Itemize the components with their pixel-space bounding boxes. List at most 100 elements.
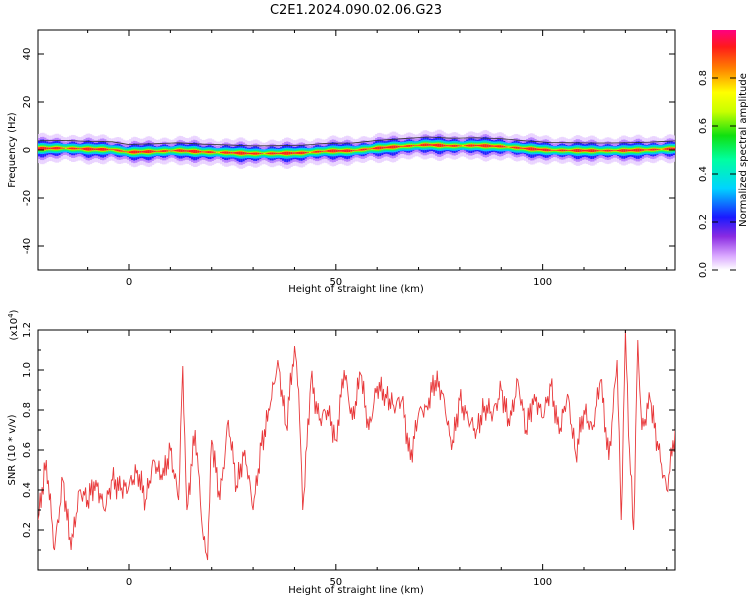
- heat-cell: [509, 147, 513, 148]
- heat-cell: [350, 149, 353, 152]
- heat-cell: [180, 149, 184, 152]
- heat-cell: [393, 145, 397, 149]
- heat-cell: [670, 147, 674, 150]
- heat-cell: [329, 149, 333, 153]
- heat-cell: [360, 148, 364, 151]
- heat-cell: [66, 147, 70, 149]
- y-tick-label: 0.6: [22, 442, 33, 458]
- heat-cell: [126, 151, 130, 153]
- snr-axes: 0 50 100 0.2 0.4 0.6 0.8 1.0 1.2: [22, 322, 675, 588]
- heat-cell: [588, 149, 591, 152]
- heat-cell: [459, 145, 463, 147]
- heat-cell: [495, 145, 498, 147]
- heat-cell: [604, 149, 608, 152]
- heat-cell: [493, 145, 496, 147]
- heat-cell: [656, 148, 659, 150]
- heat-cell: [650, 148, 653, 151]
- heat-cell: [615, 150, 618, 151]
- heat-cell: [95, 148, 99, 151]
- heat-cell: [596, 150, 599, 152]
- heat-cell: [238, 151, 242, 155]
- heat-cell: [501, 145, 504, 148]
- heat-cell: [170, 150, 173, 152]
- heat-cell: [623, 149, 626, 152]
- heat-cell: [215, 151, 219, 154]
- heat-cell: [641, 149, 645, 151]
- heat-cell: [300, 151, 304, 155]
- heat-cell: [277, 152, 281, 154]
- heat-cell: [271, 152, 275, 155]
- heat-cell: [331, 149, 335, 153]
- heat-cell: [625, 149, 628, 152]
- y-tick-label: 40: [22, 48, 33, 61]
- heat-cell: [451, 144, 455, 147]
- heat-cell: [610, 150, 614, 152]
- heat-cell: [294, 152, 297, 154]
- snr-x-axis-label: Height of straight line (km): [288, 585, 424, 596]
- heat-cell: [240, 151, 244, 155]
- heat-cell: [652, 148, 655, 151]
- heat-cell: [629, 149, 632, 152]
- heat-cell: [503, 146, 506, 148]
- heat-cell: [269, 152, 273, 155]
- x-tick-label: 100: [533, 577, 552, 588]
- heat-cell: [433, 144, 436, 146]
- heat-cell: [87, 147, 91, 151]
- heat-cell: [631, 149, 635, 152]
- heat-cell: [660, 148, 663, 150]
- spectrogram-axes: 0 50 100 -40 -20 0 20 40: [22, 30, 675, 288]
- heat-cell: [102, 147, 105, 151]
- heat-cell: [236, 151, 240, 155]
- heat-cell: [220, 152, 223, 153]
- heat-cell: [375, 147, 378, 150]
- heat-cell: [470, 144, 473, 147]
- heat-cell: [577, 149, 581, 152]
- heat-cell: [586, 149, 589, 152]
- heat-cell: [69, 147, 72, 150]
- heat-cell: [203, 151, 206, 153]
- heat-cell: [404, 145, 407, 147]
- heat-cell: [569, 150, 572, 151]
- snr-y-axis-label: SNR (10 * v/v): [7, 414, 18, 485]
- heat-cell: [118, 149, 122, 152]
- heat-cell: [511, 146, 515, 148]
- x-tick-label: 0: [126, 577, 132, 588]
- heat-cell: [387, 146, 390, 149]
- heat-cell: [302, 151, 306, 154]
- heat-cell: [530, 147, 533, 151]
- heat-cell: [166, 150, 169, 152]
- y-tick-label: 1.2: [22, 322, 33, 338]
- heat-cell: [633, 148, 637, 152]
- spectrogram-heat: [38, 129, 675, 169]
- heat-cell: [317, 150, 320, 153]
- heat-cell: [193, 149, 196, 153]
- y-tick-label: 0: [22, 147, 33, 153]
- heat-cell: [147, 150, 151, 154]
- heat-cell: [377, 146, 380, 150]
- heat-cell: [524, 147, 527, 150]
- heat-cell: [557, 149, 560, 151]
- heat-cell: [133, 150, 136, 154]
- heat-cell: [319, 150, 322, 153]
- heat-cell: [182, 149, 186, 152]
- heat-cell: [195, 149, 198, 154]
- heat-cell: [482, 144, 486, 148]
- heat-cell: [157, 150, 161, 152]
- heat-cell: [664, 148, 668, 150]
- heat-cell: [532, 147, 535, 151]
- heat-cell: [552, 150, 556, 151]
- heat-cell: [464, 145, 467, 146]
- spectrogram-y-axis-label: Frequency (Hz): [7, 112, 18, 188]
- heat-cell: [422, 143, 426, 147]
- heat-cell: [662, 148, 666, 150]
- heat-cell: [246, 152, 250, 155]
- heat-cell: [513, 146, 517, 149]
- heat-cell: [381, 146, 384, 149]
- heat-outline: [38, 136, 675, 147]
- heat-cell: [455, 144, 459, 147]
- heat-cell: [540, 148, 544, 151]
- heat-cell: [139, 151, 142, 153]
- heat-cell: [457, 145, 461, 147]
- heat-cell: [93, 148, 97, 150]
- heat-cell: [439, 143, 442, 147]
